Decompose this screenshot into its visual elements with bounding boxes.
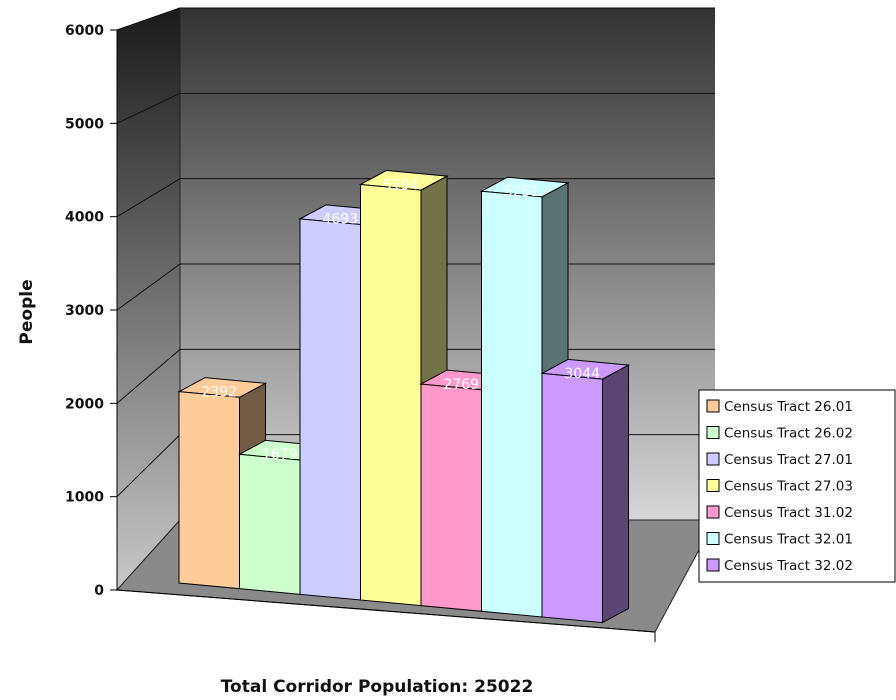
- data-label: 5194: [383, 177, 419, 193]
- bars: [177, 169, 631, 624]
- data-label: 2392: [201, 384, 237, 400]
- legend-swatch: [706, 452, 720, 466]
- legend-label: Census Tract 27.01: [724, 452, 853, 468]
- gridline-side-4000: [116, 178, 181, 218]
- gridline-side-6000: [116, 7, 181, 31]
- legend-swatch: [706, 532, 720, 545]
- bar-front-face: [420, 383, 482, 612]
- legend-swatch: [706, 479, 720, 492]
- legend-box: [698, 389, 896, 583]
- legend-label: Census Tract 26.02: [724, 426, 853, 442]
- bar-side-face: [602, 364, 629, 624]
- gridline-side-3000: [116, 263, 181, 311]
- y-tick-label: 3000: [65, 303, 104, 319]
- legend-label: Census Tract 31.02: [724, 505, 853, 521]
- legend-label: Census Tract 27.03: [724, 479, 853, 495]
- y-tick-label: 0: [94, 583, 104, 599]
- y-tick-label: 6000: [65, 23, 104, 39]
- bar-7: [540, 358, 631, 624]
- legend-label: Census Tract 26.01: [724, 399, 853, 415]
- bar-front-face: [360, 183, 422, 607]
- data-label: 1679: [262, 447, 298, 463]
- data-label: 4693: [322, 212, 358, 228]
- gridline-side-1000: [116, 434, 181, 498]
- bar-front-face: [541, 372, 603, 624]
- legend-swatch: [706, 426, 720, 439]
- data-labels: 2392 1679 4693 5194 2769 5251 3044: [201, 177, 600, 463]
- y-tick-label: 1000: [65, 490, 104, 506]
- legend-label: Census Tract 32.01: [724, 532, 853, 548]
- y-axis: 0 1000 2000 3000 4000 5000 6000: [65, 23, 656, 642]
- y-tick-label: 5000: [65, 116, 104, 132]
- bar-front-face: [299, 218, 361, 601]
- gridline-side-2000: [116, 348, 181, 404]
- y-axis-title: People: [17, 279, 37, 344]
- y-ticks: 0 1000 2000 3000 4000 5000 6000: [65, 23, 117, 599]
- side-wall: [116, 7, 181, 592]
- legend-swatch: [706, 505, 720, 519]
- legend-swatch: [706, 399, 720, 413]
- bar-front-face: [178, 391, 240, 590]
- data-label: 2769: [443, 377, 479, 393]
- y-tick-label: 4000: [65, 210, 104, 226]
- legend-swatch: [706, 558, 720, 572]
- gridline-side-5000: [116, 92, 181, 124]
- data-label: 5251: [504, 184, 540, 200]
- data-label: 3044: [564, 366, 600, 382]
- x-axis-title: Total Corridor Population: 25022: [221, 677, 534, 697]
- legend: Census Tract 26.01 Census Tract 26.02 Cens…: [698, 389, 896, 583]
- legend-label: Census Tract 32.02: [724, 558, 853, 574]
- bar-front-face: [481, 190, 543, 618]
- bar-front-face: [239, 453, 301, 595]
- y-tick-label: 2000: [65, 396, 104, 412]
- x-axis-line: [116, 589, 656, 633]
